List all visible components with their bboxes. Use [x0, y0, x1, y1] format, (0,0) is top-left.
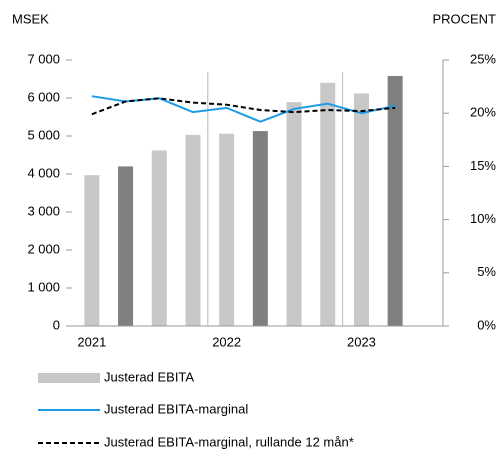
x-tick-label: 2023 — [347, 334, 376, 349]
y-tick-label: 5 000 — [27, 127, 60, 142]
bar — [219, 133, 235, 326]
x-tick-label: 2021 — [77, 334, 106, 349]
y2-tick-label: 5% — [477, 264, 496, 279]
bar — [252, 131, 268, 326]
y-tick-label: 3 000 — [27, 203, 60, 218]
legend-label: Justerad EBITA — [104, 369, 194, 384]
y2-tick-label: 0% — [477, 317, 496, 332]
y-tick-label: 4 000 — [27, 165, 60, 180]
bar — [353, 93, 369, 326]
y-tick-label: 1 000 — [27, 279, 60, 294]
legend-swatch — [38, 373, 100, 383]
y-tick-label: 2 000 — [27, 241, 60, 256]
bar — [84, 175, 100, 326]
bar — [151, 150, 167, 326]
legend-label: Justerad EBITA-marginal, rullande 12 mån… — [104, 434, 354, 449]
y2-tick-label: 20% — [470, 105, 496, 120]
bar — [286, 102, 302, 327]
line — [91, 95, 396, 123]
x-tick-label: 2022 — [212, 334, 241, 349]
bar — [185, 134, 201, 326]
y-tick-label: 7 000 — [27, 51, 60, 66]
y2-tick-label: 25% — [470, 51, 496, 66]
y2-tick-label: 15% — [470, 158, 496, 173]
y2-tick-label: 10% — [470, 211, 496, 226]
line — [91, 97, 396, 116]
y-tick-label: 6 000 — [27, 89, 60, 104]
y2-axis-title: PROCENT — [432, 11, 496, 26]
bar — [118, 166, 134, 326]
bar — [387, 75, 403, 327]
y-axis-title: MSEK — [12, 11, 49, 26]
y-tick-label: 0 — [53, 317, 60, 332]
bar — [320, 82, 336, 326]
legend-label: Justerad EBITA-marginal — [104, 401, 248, 416]
